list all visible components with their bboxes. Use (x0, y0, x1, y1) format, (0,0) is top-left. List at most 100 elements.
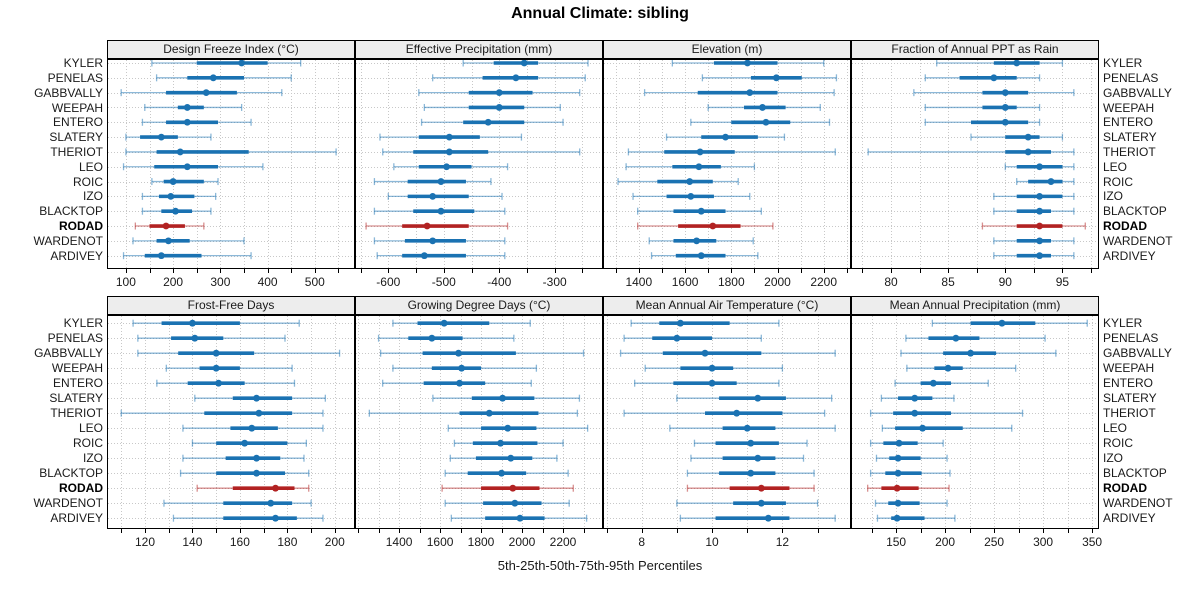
median-dot (272, 514, 279, 522)
median-dot (894, 499, 902, 507)
tick-label-mean-annual-air-temperature-c: 10 (705, 535, 719, 549)
tick-label-growing-degree-days-c: 1800 (467, 535, 495, 549)
median-dot (894, 454, 902, 462)
series-leo-mean-annual-precipitation-mm (881, 424, 1013, 432)
site-label-right-wardenot: WARDENOT (1103, 496, 1173, 511)
series-blacktop-elevation-m (637, 207, 762, 215)
median-dot (215, 379, 222, 387)
site-label-right-theriot: THERIOT (1103, 406, 1156, 421)
site-label-left-gabbvally: GABBVALLY (34, 85, 103, 100)
series-entero-frost-free-days (156, 379, 296, 387)
series-roic-mean-annual-air-temperature-c (693, 439, 808, 447)
median-dot (1024, 148, 1032, 156)
series-theriot-mean-annual-precipitation-mm (869, 409, 1024, 417)
median-dot (485, 409, 493, 417)
tick-label-growing-degree-days-c: 1400 (385, 535, 413, 549)
median-dot (893, 514, 901, 522)
panel-strip-fraction-of-annual-ppt-as-rain: Fraction of Annual PPT as Rain (851, 40, 1099, 59)
site-label-right-penelas: PENELAS (1103, 331, 1159, 346)
series-wardenot-mean-annual-air-temperature-c (676, 499, 819, 507)
series-weepah-mean-annual-air-temperature-c (644, 364, 784, 372)
tick-label-design-freeze-index-c: 100 (115, 275, 136, 289)
series-izo-mean-annual-air-temperature-c (690, 454, 805, 462)
median-dot (167, 192, 175, 200)
series-weepah-effective-precipitation-mm (423, 103, 561, 111)
series-leo-effective-precipitation-mm (393, 163, 509, 171)
median-dot (722, 133, 729, 141)
median-dot (504, 424, 512, 432)
tick-label-frost-free-days: 200 (324, 535, 345, 549)
site-label-right-kyler: KYLER (1103, 316, 1143, 331)
panel-strip-elevation-m: Elevation (m) (603, 40, 851, 59)
site-label-right-rodad: RODAD (1103, 481, 1147, 496)
site-label-right-slatery: SLATERY (1103, 391, 1157, 406)
tick-label-frost-free-days: 120 (134, 535, 156, 549)
series-rodad-growing-degree-days-c (441, 484, 574, 492)
chart-title: Annual Climate: sibling (511, 5, 689, 22)
series-entero-design-freeze-index-c (141, 118, 252, 126)
site-label-right-slatery: SLATERY (1103, 130, 1157, 145)
site-label-right-roic: ROIC (1103, 174, 1133, 189)
median-dot (929, 379, 937, 387)
median-dot (754, 394, 762, 402)
median-dot (458, 364, 465, 372)
tick-label-fraction-of-annual-ppt-as-rain: 90 (998, 275, 1012, 289)
series-wardenot-elevation-m (648, 237, 754, 245)
series-gabbvally-elevation-m (643, 89, 835, 97)
median-dot (191, 334, 199, 342)
median-dot (708, 379, 716, 387)
median-dot (253, 469, 260, 477)
median-dot (911, 394, 919, 402)
tick-label-frost-free-days: 140 (182, 535, 203, 549)
site-label-right-izo: IZO (1103, 451, 1123, 466)
median-dot (697, 207, 705, 215)
site-label-left-blacktop: BLACKTOP (39, 204, 103, 219)
panel-elevation-m (603, 59, 851, 273)
median-dot (272, 484, 279, 492)
site-label-left-ardivey: ARDIVEY (50, 511, 103, 526)
median-dot (437, 207, 445, 215)
series-theriot-fraction-of-annual-ppt-as-rain (867, 148, 1075, 156)
site-label-left-kyler: KYLER (63, 56, 103, 70)
site-label-left-wardenot: WARDENOT (33, 496, 103, 511)
series-ardivey-growing-degree-days-c (450, 514, 588, 522)
tick-label-mean-annual-precipitation-mm: 300 (1033, 535, 1054, 549)
series-theriot-effective-precipitation-mm (382, 148, 581, 156)
median-dot (241, 439, 249, 447)
median-dot (429, 237, 437, 245)
tick-label-elevation-m: 1800 (717, 275, 745, 289)
median-dot (176, 148, 184, 156)
series-gabbvally-frost-free-days (137, 349, 341, 357)
site-label-left-gabbvally: GABBVALLY (34, 346, 103, 361)
median-dot (238, 59, 246, 67)
site-label-left-roic: ROIC (73, 174, 103, 189)
median-dot (747, 469, 755, 477)
median-dot (456, 379, 463, 387)
median-dot (209, 74, 217, 82)
tick-label-effective-precipitation-mm: -600 (376, 275, 401, 289)
series-kyler-fraction-of-annual-ppt-as-rain (936, 59, 1064, 67)
median-dot (1013, 59, 1021, 67)
site-label-right-gabbvally: GABBVALLY (1103, 346, 1172, 361)
tick-label-growing-degree-days-c: 2200 (549, 535, 577, 549)
panel-strip-growing-degree-days-c: Growing Degree Days (°C) (355, 296, 603, 315)
panel-growing-degree-days-c (355, 315, 603, 533)
series-theriot-frost-free-days (120, 409, 324, 417)
series-ardivey-elevation-m (650, 252, 759, 260)
series-penelas-effective-precipitation-mm (432, 74, 586, 82)
series-wardenot-fraction-of-annual-ppt-as-rain (993, 237, 1075, 245)
median-dot (429, 192, 437, 200)
tick-label-effective-precipitation-mm: -300 (542, 275, 567, 289)
median-dot (499, 394, 506, 402)
site-label-right-entero: ENTERO (1103, 376, 1154, 391)
series-gabbvally-fraction-of-annual-ppt-as-rain (913, 89, 1075, 97)
panel-strip-frost-free-days: Frost-Free Days (107, 296, 355, 315)
median-dot (1047, 178, 1055, 185)
tick-label-design-freeze-index-c: 400 (257, 275, 278, 289)
median-dot (772, 74, 780, 82)
median-dot (759, 104, 766, 111)
median-dot (743, 424, 751, 432)
panel-fraction-of-annual-ppt-as-rain (851, 59, 1099, 273)
site-label-left-entero: ENTERO (52, 376, 103, 391)
